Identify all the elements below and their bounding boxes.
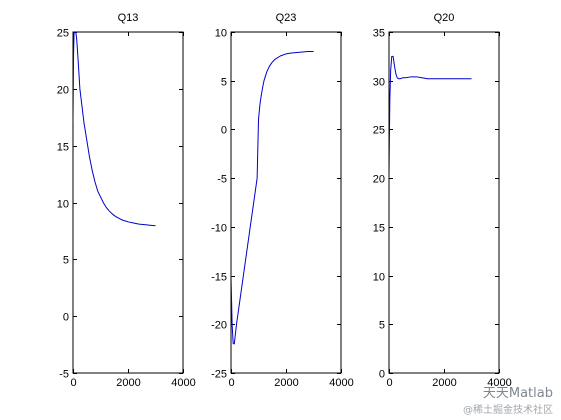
- y-tick-label: -15: [211, 272, 227, 284]
- y-tick-label: 10: [57, 199, 69, 211]
- y-tick-label: 0: [221, 125, 227, 137]
- y-tick-label: 0: [379, 369, 385, 381]
- y-tick-label: -5: [217, 174, 227, 186]
- series-line-1: [389, 55, 472, 179]
- y-tick-label: 0: [63, 312, 69, 324]
- x-tick-label: 4000: [171, 377, 195, 389]
- y-tick-label: 30: [373, 77, 385, 89]
- y-tick-label: 10: [373, 272, 385, 284]
- y-tick-label: 35: [373, 28, 385, 40]
- y-tick-label: -25: [211, 369, 227, 381]
- axes-frame: [72, 31, 184, 374]
- y-tick-label: 5: [221, 77, 227, 89]
- x-tick-label: 0: [228, 377, 234, 389]
- y-tick-label: 20: [57, 85, 69, 97]
- y-tick-label: 5: [63, 255, 69, 267]
- y-tick-label: 15: [57, 142, 69, 154]
- series-line-1: [73, 32, 156, 227]
- y-tick-label: -20: [211, 320, 227, 332]
- x-tick-label: 0: [70, 377, 76, 389]
- y-tick-label: 5: [379, 320, 385, 332]
- series-line-1: [231, 50, 314, 345]
- watermark-main: 天天Matlab: [482, 386, 553, 401]
- chart-title: Q23: [276, 12, 297, 24]
- x-tick-label: 4000: [487, 377, 511, 389]
- y-tick-label: -10: [211, 223, 227, 235]
- watermark: 天天Matlab @稀土掘金技术社区: [463, 382, 553, 416]
- y-tick-label: 15: [373, 223, 385, 235]
- axes-frame: [388, 31, 500, 374]
- axes-frame: [230, 31, 342, 374]
- y-tick-label: 25: [57, 28, 69, 40]
- x-tick-label: 2000: [432, 377, 456, 389]
- y-tick-label: 10: [215, 28, 227, 40]
- chart-title: Q20: [434, 12, 455, 24]
- watermark-sub: @稀土掘金技术社区: [463, 405, 553, 416]
- x-tick-label: 4000: [329, 377, 353, 389]
- subplot-3: 0 5 10 15 20 25 30 35 0 2000 4000 Q20: [373, 12, 512, 389]
- x-tick-label: 2000: [116, 377, 140, 389]
- y-tick-label: 20: [373, 174, 385, 186]
- x-tick-label: 0: [386, 377, 392, 389]
- y-tick-label: 25: [373, 125, 385, 137]
- subplot-2: -25 -20 -15 -10 -5 0 5 10 0 2000 4000 Q23: [211, 12, 354, 389]
- chart-title: Q13: [118, 12, 139, 24]
- y-tick-label: -5: [59, 369, 69, 381]
- x-tick-label: 2000: [274, 377, 298, 389]
